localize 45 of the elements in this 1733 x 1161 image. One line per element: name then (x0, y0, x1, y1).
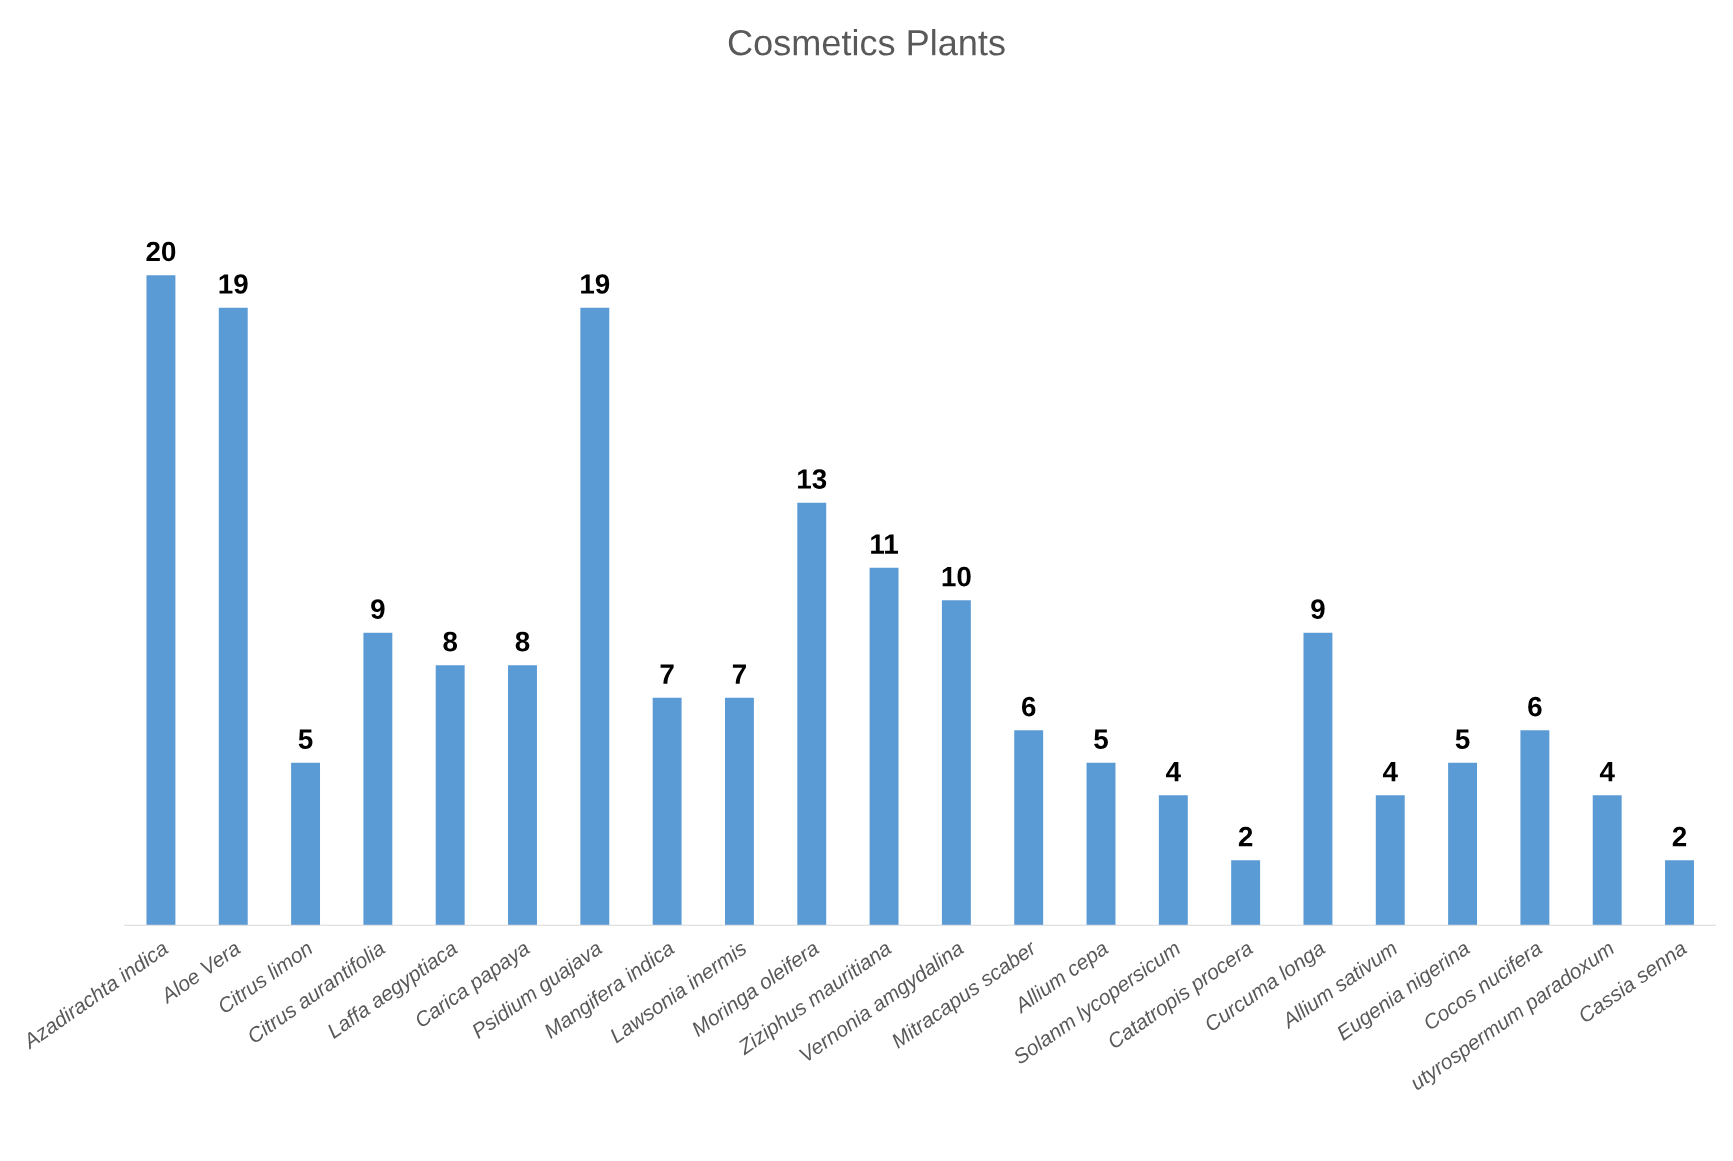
data-label: 8 (443, 631, 458, 652)
data-label: 10 (942, 566, 971, 587)
data-label: 20 (146, 241, 176, 262)
data-label: 13 (798, 469, 827, 489)
data-label: 2 (1238, 826, 1253, 847)
bar (1014, 730, 1044, 926)
data-label: 7 (660, 664, 674, 684)
data-label: 19 (219, 274, 248, 294)
data-label: 4 (1382, 762, 1398, 782)
bar (724, 697, 754, 926)
bar (1592, 795, 1622, 926)
data-label: 5 (1455, 729, 1470, 749)
bar (218, 307, 248, 926)
data-label: 4 (1599, 762, 1615, 782)
data-label: 7 (732, 664, 746, 684)
bar (1375, 795, 1405, 926)
bar (1665, 860, 1694, 926)
data-label: 5 (298, 729, 313, 749)
bar (1448, 762, 1478, 926)
bar (797, 502, 827, 926)
bar (291, 762, 321, 926)
bar (1303, 632, 1333, 926)
data-label: 2 (1672, 826, 1687, 847)
bar (363, 632, 393, 926)
data-label: 9 (1311, 599, 1325, 619)
bar (508, 665, 537, 926)
bar (1158, 795, 1188, 926)
data-label: 19 (581, 274, 610, 294)
data-label: 8 (515, 631, 530, 652)
chart-title: Cosmetics Plants (728, 29, 1005, 56)
bar (652, 697, 682, 926)
bar (146, 275, 176, 926)
data-label: 6 (1021, 696, 1036, 717)
data-label: 9 (371, 599, 385, 619)
bar (941, 600, 971, 926)
data-label: 4 (1166, 762, 1181, 782)
bar (1086, 762, 1116, 926)
data-label: 5 (1094, 729, 1108, 749)
bar (435, 665, 465, 926)
bar (869, 567, 899, 926)
bar (580, 307, 610, 926)
bar (1520, 730, 1550, 926)
data-label: 11 (871, 534, 898, 554)
data-label: 6 (1528, 696, 1542, 717)
bar (1231, 860, 1261, 926)
